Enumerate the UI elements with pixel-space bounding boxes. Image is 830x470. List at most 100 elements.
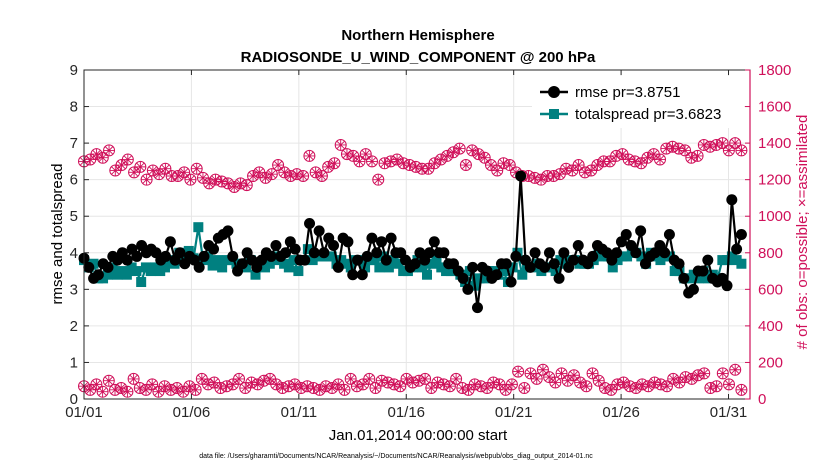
obs-marker-3-83	[592, 374, 605, 387]
rmse-point-27	[208, 243, 220, 255]
rmse-point-86	[491, 269, 503, 281]
rmse-point-1	[83, 261, 95, 273]
obs-marker-3-87	[617, 376, 630, 389]
rmse-point-17	[160, 250, 172, 262]
obs-marker-2-64	[478, 151, 491, 164]
rmse-point-72	[423, 247, 435, 259]
obs-marker-3-61	[456, 382, 469, 395]
y2-tick-label-5: 1000	[758, 208, 791, 225]
rmse-point-97	[543, 247, 555, 259]
y-tick-label-0: 0	[70, 391, 78, 408]
spread-point-61	[369, 255, 380, 266]
rmse-point-73	[428, 236, 440, 248]
obs-marker-3-22	[214, 382, 227, 395]
obs-marker-3-6	[115, 382, 128, 395]
obs-marker-3-66	[487, 376, 500, 389]
obs-marker-3-13	[158, 380, 171, 393]
rmse-point-122	[663, 229, 675, 240]
rmse-point-75	[438, 247, 450, 259]
obs-marker-3-42	[338, 383, 351, 396]
y2-tick-label-4: 800	[758, 245, 783, 262]
obs-marker-2-38	[315, 170, 328, 183]
obs-marker-2-63	[472, 148, 485, 161]
rmse-point-24	[193, 261, 205, 273]
obs-marker-3-92	[648, 376, 661, 389]
obs-marker-2-57	[434, 153, 447, 166]
obs-marker-2-50	[391, 153, 404, 166]
obs-marker-3-36	[301, 380, 314, 393]
obs-marker-2-67	[497, 157, 510, 170]
rmse-point-113	[620, 229, 632, 240]
obs-marker-3-53	[406, 376, 419, 389]
obs-marker-2-80	[578, 166, 591, 179]
rmse-point-82	[471, 302, 483, 314]
obs-marker-3-63	[468, 378, 481, 391]
obs-marker-2-23	[222, 177, 235, 190]
obs-marker-2-35	[297, 170, 310, 183]
x-tick-label-2: 01/11	[281, 404, 317, 421]
obs-marker-2-104	[729, 137, 742, 150]
obs-marker-3-39	[319, 380, 332, 393]
obs-marker-2-39	[322, 160, 335, 173]
rmse-point-98	[548, 258, 560, 270]
obs-marker-2-75	[547, 170, 560, 183]
obs-marker-2-11	[146, 164, 159, 177]
legend-rmse-label: rmse pr=3.8751	[575, 84, 680, 101]
obs-marker-3-103	[716, 367, 729, 380]
x-tick-label-5: 01/26	[602, 404, 640, 421]
rmse-point-58	[356, 269, 368, 281]
obs-marker-3-81	[580, 380, 593, 393]
obs-marker-3-52	[400, 372, 413, 385]
obs-marker-3-86	[611, 378, 624, 391]
rmse-point-93	[524, 261, 536, 273]
y-tick-label-9: 9	[70, 62, 78, 79]
obs-marker-2-48	[378, 157, 391, 170]
obs-marker-3-7	[121, 385, 134, 398]
rmse-point-124	[673, 258, 685, 270]
rmse-point-60	[366, 232, 378, 244]
rmse-point-96	[539, 261, 551, 273]
x-tick-label-3: 01/16	[387, 404, 425, 421]
obs-marker-2-26	[240, 179, 253, 192]
rmse-point-130	[702, 254, 714, 266]
obs-marker-3-70	[512, 365, 525, 378]
obs-marker-2-40	[328, 157, 341, 170]
spread-point-64	[383, 262, 394, 273]
y-axis-ticks: 0 1 2 3 4 5 6 7 8 9	[70, 62, 89, 408]
obs-marker-2-79	[572, 159, 585, 172]
obs-marker-2-44	[353, 155, 366, 168]
y2-tick-label-1: 200	[758, 354, 783, 371]
obs-marker-2-77	[560, 162, 573, 175]
obs-marker-2-103	[722, 144, 735, 157]
obs-marker-2-100	[704, 140, 717, 153]
obs-marker-2-45	[359, 148, 372, 161]
obs-marker-3-69	[505, 378, 518, 391]
obs-marker-2-3	[96, 151, 109, 164]
obs-marker-3-28	[251, 378, 264, 391]
legend-spread-label: totalspread pr=3.6823	[575, 106, 721, 123]
spread-point-111	[607, 262, 618, 273]
rmse-point-69	[409, 258, 421, 270]
obs-series	[78, 137, 748, 398]
obs-marker-2-90	[641, 151, 654, 164]
obs-marker-3-104	[723, 378, 736, 391]
y-tick-label-6: 6	[70, 172, 78, 189]
obs-marker-3-79	[567, 369, 580, 382]
obs-marker-3-23	[220, 380, 233, 393]
y2-axis-label: # of obs: o=possible; ×=assimilated	[794, 115, 811, 350]
obs-marker-3-50	[388, 378, 401, 391]
obs-marker-3-84	[598, 382, 611, 395]
obs-marker-3-88	[623, 380, 636, 393]
obs-marker-2-93	[660, 142, 673, 155]
obs-marker-3-76	[549, 376, 562, 389]
obs-marker-3-11	[146, 378, 159, 391]
spread-point-71	[417, 262, 428, 273]
obs-marker-3-97	[679, 371, 692, 384]
x-axis-label: Jan.01,2014 00:00:00 start	[329, 427, 508, 444]
x-tick-label-0: 01/01	[65, 404, 103, 421]
obs-marker-3-91	[642, 380, 655, 393]
obs-marker-3-40	[326, 382, 339, 395]
obs-marker-3-4	[102, 374, 115, 387]
obs-marker-3-100	[698, 367, 711, 380]
rmse-point-42	[280, 247, 292, 259]
